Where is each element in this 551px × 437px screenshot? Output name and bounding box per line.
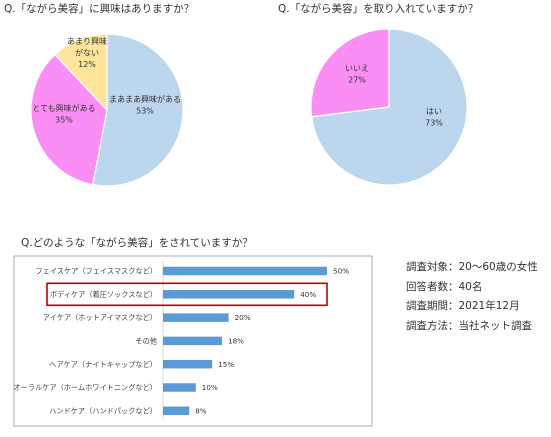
bar-2-category: アイケア（ホットアイマスクなど） bbox=[43, 313, 157, 322]
bar-4-value: 15% bbox=[218, 360, 234, 369]
bar-2 bbox=[163, 313, 229, 322]
bar-1-value: 40% bbox=[300, 290, 316, 299]
pie1-slice-0-value: 53% bbox=[136, 107, 154, 116]
bar-1-category: ボディケア（着圧ソックスなど） bbox=[50, 290, 157, 299]
highlight-box bbox=[46, 282, 328, 307]
bar-4 bbox=[163, 359, 213, 369]
bar-2-value: 20% bbox=[235, 313, 251, 322]
bar-6-category: ハンドケア（ハンドパックなど） bbox=[49, 406, 157, 415]
survey-period: 調査期間：2021年12月 bbox=[406, 300, 520, 312]
pie2-title: Q.「ながら美容」を取り入れていますか？ bbox=[278, 3, 479, 15]
survey-info: 調査対象：20～60歳の女性 回答者数：40名 調査期間：2021年12月 調査… bbox=[406, 258, 538, 336]
survey-method: 調査方法：当社ネット調査 bbox=[406, 319, 532, 332]
pie1-slice-2-label: がない bbox=[75, 48, 99, 58]
pie1-slice-1-label: とても興味がある bbox=[32, 103, 95, 113]
pie2-slice-0-label: はい bbox=[426, 107, 442, 116]
survey-target: 調査対象：20～60歳の女性 bbox=[406, 261, 538, 273]
bar-3 bbox=[163, 336, 223, 346]
bar-4-category: ヘアケア（ナイトキャップなど） bbox=[49, 360, 157, 369]
bar-6-value: 8% bbox=[195, 406, 207, 415]
pie1-title: Q.「ながら美容」に興味はありますか？ bbox=[4, 3, 195, 15]
survey-respondents: 回答者数：40名 bbox=[406, 280, 483, 293]
pie1-slice-2-value: 12% bbox=[78, 60, 96, 69]
pie2-slice-1-label: いいえ bbox=[345, 64, 369, 73]
pie1-slice-2 bbox=[54, 33, 108, 112]
bar-1 bbox=[163, 290, 295, 299]
bar-0-category: フェイスケア（フェイスマスクなど） bbox=[35, 267, 157, 276]
bar-5 bbox=[163, 383, 196, 392]
pie-chart-adoption: はい 73% いいえ 27% bbox=[310, 28, 468, 186]
bar-0 bbox=[163, 266, 327, 276]
bar-chart-title: Q.どのような「ながら美容」をされていますか？ bbox=[21, 237, 253, 249]
bar-chart-beauty-types: フェイスケア（フェイスマスクなど） 50% ボディケア（着圧ソックスなど） 40% アイ… bbox=[13, 262, 349, 420]
bar-3-category: その他 bbox=[135, 337, 157, 346]
bar-0-value: 50% bbox=[333, 267, 349, 276]
bar-5-value: 10% bbox=[202, 383, 218, 392]
pie1-slice-0-label: まあまあ興味がある bbox=[109, 94, 181, 104]
pie2-slice-1 bbox=[310, 28, 390, 118]
pie1-slice-1-value: 35% bbox=[55, 116, 73, 125]
bar-6 bbox=[163, 406, 190, 416]
pie2-slice-0-value: 73% bbox=[425, 119, 443, 128]
bar-3-value: 18% bbox=[228, 337, 244, 346]
pie1-slice-0 bbox=[92, 33, 184, 187]
pie1-slice-1 bbox=[30, 53, 108, 186]
pie2-slice-1-value: 27% bbox=[348, 76, 366, 85]
pie1-slice-2-label: あまり興味 bbox=[67, 36, 107, 46]
bar-5-category: オーラルケア（ホームホワイトニングなど） bbox=[13, 383, 157, 392]
bar-chart-frame bbox=[13, 255, 373, 427]
